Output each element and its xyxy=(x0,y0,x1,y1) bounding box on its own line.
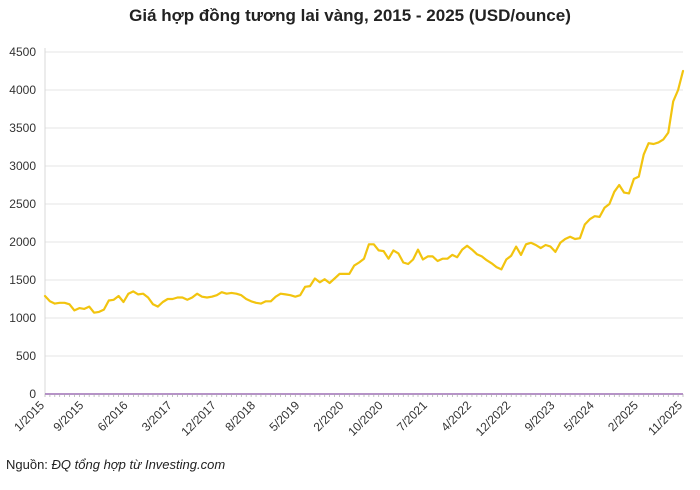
chart-title: Giá hợp đồng tương lai vàng, 2015 - 2025… xyxy=(129,6,571,25)
source-note: Nguồn: ĐQ tổng hợp từ Investing.com xyxy=(6,457,225,472)
series-line xyxy=(43,69,685,314)
x-tick-label: 8/2018 xyxy=(222,398,258,434)
x-tick-label: 12/2017 xyxy=(178,398,219,439)
y-tick-label: 1500 xyxy=(9,273,36,287)
y-tick-label: 2000 xyxy=(9,235,36,249)
x-tick-label: 9/2023 xyxy=(522,398,558,434)
x-tick-label: 10/2020 xyxy=(345,398,386,439)
y-tick-label: 4500 xyxy=(9,45,36,59)
x-tick-label: 5/2019 xyxy=(266,398,302,434)
y-tick-label: 500 xyxy=(16,349,36,363)
y-tick-label: 3500 xyxy=(9,121,36,135)
y-tick-label: 4000 xyxy=(9,83,36,97)
x-tick-label: 4/2022 xyxy=(438,398,474,434)
x-axis: 1/2015 9/2015 6/2016 3/2017 12/2017 8/2018 5/2… xyxy=(11,393,685,439)
gridlines xyxy=(45,51,683,357)
y-tick-label: 3000 xyxy=(9,159,36,173)
y-tick-label: 2500 xyxy=(9,197,36,211)
x-tick-label: 2/2025 xyxy=(605,398,641,434)
source-label: Nguồn: xyxy=(6,457,52,472)
source-text: ĐQ tổng hợp từ Investing.com xyxy=(51,457,226,472)
x-tick-label: 5/2024 xyxy=(561,398,597,434)
y-tick-label: 0 xyxy=(29,387,36,401)
x-tick-label: 6/2016 xyxy=(95,398,131,434)
x-tick-label: 1/2015 xyxy=(11,398,47,434)
x-tick-label: 12/2022 xyxy=(473,398,514,439)
x-tick-label: 7/2021 xyxy=(394,398,430,434)
x-tick-label: 9/2015 xyxy=(51,398,87,434)
series-layer xyxy=(43,69,685,314)
y-axis: 0 500 1000 1500 2000 2500 3000 3500 4000 4500 xyxy=(9,45,46,401)
x-tick-label: 2/2020 xyxy=(311,398,347,434)
x-tick-label: 3/2017 xyxy=(139,398,175,434)
y-tick-label: 1000 xyxy=(9,311,36,325)
x-tick-label: 11/2025 xyxy=(645,398,685,438)
